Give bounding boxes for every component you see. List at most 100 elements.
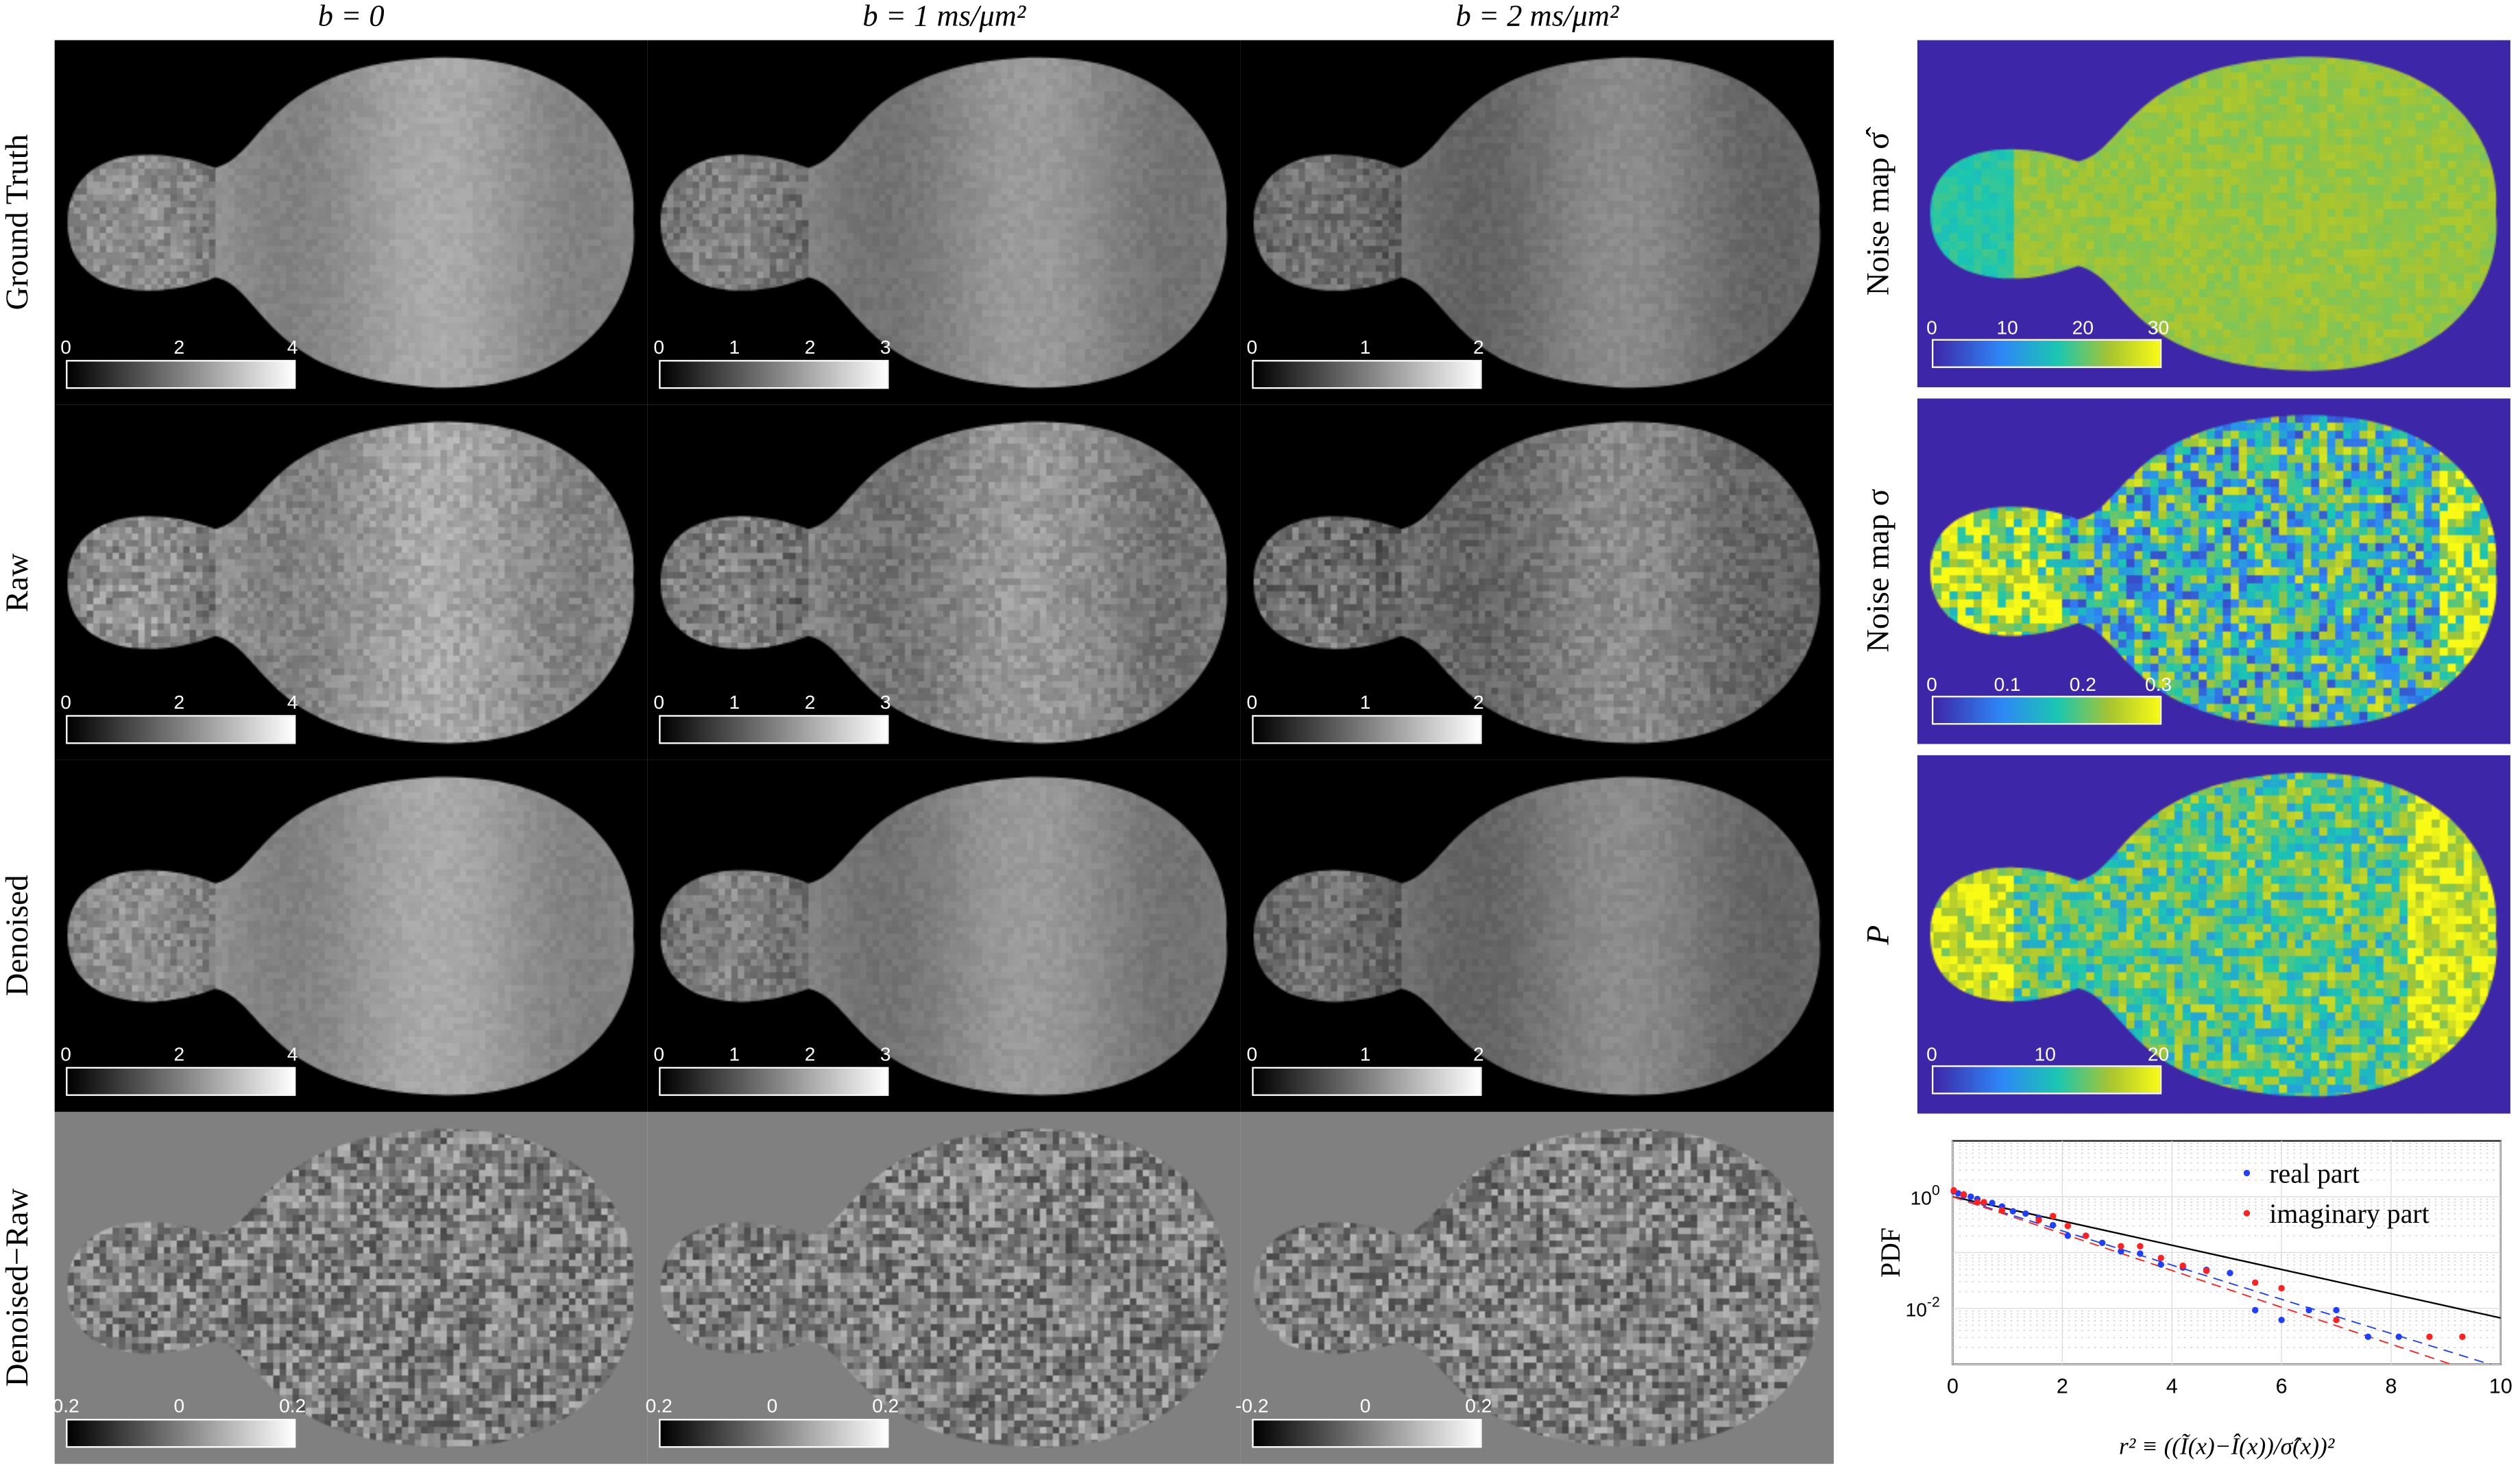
- colorbar-tick-label: 4: [287, 336, 298, 358]
- data-point-real: [1989, 1200, 1995, 1206]
- data-point-imaginary: [2158, 1255, 2164, 1261]
- data-point-imaginary: [1950, 1187, 1956, 1193]
- colorbar-tick-label: 0: [767, 1395, 778, 1417]
- colorbar: [659, 715, 888, 744]
- row-label: Denoised: [0, 760, 48, 1112]
- data-point-imaginary: [1980, 1199, 1987, 1205]
- colorbar-tick-label: 0: [1360, 1395, 1371, 1417]
- colorbar-tick-label: 1: [729, 691, 740, 714]
- x-tick-label: 4: [2166, 1375, 2178, 1398]
- colorbar: [66, 360, 295, 389]
- colorbar-tick-label: 20: [2072, 317, 2094, 339]
- colorbar-tick-label: 1: [1360, 691, 1371, 714]
- parameter-map: 0 10 20: [1917, 755, 2510, 1114]
- colorbar-tick-label: 2: [805, 336, 816, 358]
- colorbar: [1252, 715, 1481, 744]
- difference-image: 0.2 0 0.2: [648, 1112, 1241, 1463]
- data-point-imaginary: [1974, 1199, 1980, 1206]
- map-label: P: [1861, 755, 1909, 1114]
- colorbar-tick-label: 2: [174, 1043, 185, 1066]
- y-axis-label: PDF: [1875, 1228, 1906, 1278]
- colorbar: [1932, 1065, 2161, 1094]
- colorbar-tick-label: 0: [653, 691, 664, 714]
- data-point-imaginary: [2459, 1334, 2465, 1340]
- x-tick-label: 6: [2276, 1375, 2288, 1398]
- data-point-real: [2333, 1307, 2339, 1313]
- row-label: Ground Truth: [0, 40, 48, 405]
- colorbar: [659, 1419, 888, 1448]
- colorbar-tick-label: 0: [174, 1395, 185, 1417]
- colorbar-tick-label: 0.2: [279, 1395, 306, 1417]
- colorbar-tick-label: 10: [1996, 317, 2018, 339]
- parameter-map: 0 0.1 0.2 0.3: [1917, 398, 2510, 744]
- data-point-real: [2050, 1222, 2056, 1228]
- colorbar: [66, 1419, 295, 1448]
- difference-image: -0.2 0 0.2: [1241, 1112, 1834, 1463]
- colorbar-tick-label: 3: [880, 1043, 891, 1066]
- colorbar-tick-label: 0: [60, 1043, 71, 1066]
- difference-image: 0.2 0 0.2: [55, 1112, 648, 1463]
- data-point-real: [2137, 1250, 2143, 1256]
- row-label: Raw: [0, 405, 48, 760]
- colorbar: [659, 360, 888, 389]
- data-point-imaginary: [2203, 1267, 2209, 1273]
- colorbar-tick-label: 0.3: [2145, 673, 2172, 696]
- data-point-imaginary: [2137, 1243, 2143, 1249]
- data-point-imaginary: [2050, 1213, 2056, 1219]
- x-tick-label: 8: [2386, 1375, 2397, 1398]
- colorbar-tick-label: 0: [1926, 317, 1937, 339]
- data-point-imaginary: [2278, 1285, 2284, 1291]
- data-point-imaginary: [2083, 1232, 2089, 1239]
- data-point-real: [2158, 1261, 2164, 1267]
- colorbar-tick-label: 2: [1473, 691, 1484, 714]
- colorbar-tick-label: 0.2: [2070, 673, 2096, 696]
- colorbar-tick-label: 2: [805, 691, 816, 714]
- pdf-plot: 0 2 4 6 8 10 100 10-2 PDF r² ≡ ((Ĩ(x)−Î(x))/σ̂(x)…: [1865, 1125, 2520, 1467]
- data-point-real: [1967, 1193, 1974, 1199]
- brain-image: 0 1 2 3: [648, 760, 1241, 1112]
- colorbar-tick-label: 0: [60, 691, 71, 714]
- data-point-imaginary: [2065, 1223, 2071, 1229]
- data-point-imaginary: [1999, 1207, 2005, 1213]
- colorbar-tick-label: 0: [60, 336, 71, 358]
- colorbar: [1252, 1419, 1481, 1448]
- data-point-imaginary: [2035, 1217, 2042, 1223]
- colorbar-tick-label: 0.2: [53, 1395, 80, 1417]
- brain-image: 0 1 2: [1241, 405, 1834, 760]
- data-point-real: [2065, 1232, 2071, 1239]
- colorbar-tick-label: 4: [287, 1043, 298, 1066]
- x-tick-label: 0: [1947, 1375, 1959, 1398]
- colorbar-tick-label: -0.2: [1235, 1395, 1268, 1417]
- data-point-real: [2227, 1270, 2233, 1276]
- data-point-real: [2278, 1317, 2284, 1323]
- data-point-imaginary: [2252, 1280, 2258, 1286]
- colorbar-tick-label: 30: [2148, 317, 2169, 339]
- colorbar-tick-label: 3: [880, 336, 891, 358]
- x-tick-label: 10: [2489, 1375, 2512, 1398]
- data-point-imaginary: [2426, 1334, 2432, 1340]
- legend-marker: [2244, 1210, 2250, 1216]
- map-label: Noise map σ̂: [1861, 40, 1909, 387]
- legend-label: real part: [2269, 1158, 2360, 1188]
- brain-image: 0 2 4: [55, 760, 648, 1112]
- data-point-real: [2022, 1210, 2028, 1217]
- colorbar-tick-label: 2: [1473, 1043, 1484, 1066]
- colorbar: [1252, 360, 1481, 389]
- figure: b = 0 b = 1 ms/μm² b = 2 ms/μm² Ground T…: [0, 0, 2520, 1467]
- column-header: b = 0: [55, 0, 648, 36]
- data-point-real: [2305, 1307, 2312, 1313]
- colorbar-tick-label: 2: [174, 336, 185, 358]
- data-point-imaginary: [1961, 1191, 1967, 1197]
- colorbar-tick-label: 1: [729, 336, 740, 358]
- data-point-real: [2252, 1307, 2258, 1313]
- colorbar-tick-label: 10: [2035, 1043, 2056, 1066]
- data-point-imaginary: [2118, 1243, 2124, 1249]
- legend-label: imaginary part: [2269, 1198, 2429, 1229]
- colorbar-tick-label: 4: [287, 691, 298, 714]
- brain-image: 0 1 2: [1241, 40, 1834, 405]
- data-point-real: [2365, 1334, 2371, 1340]
- colorbar: [659, 1067, 888, 1096]
- colorbar-tick-label: 1: [1360, 1043, 1371, 1066]
- colorbar-tick-label: 2: [805, 1043, 816, 1066]
- colorbar-tick-label: 2: [174, 691, 185, 714]
